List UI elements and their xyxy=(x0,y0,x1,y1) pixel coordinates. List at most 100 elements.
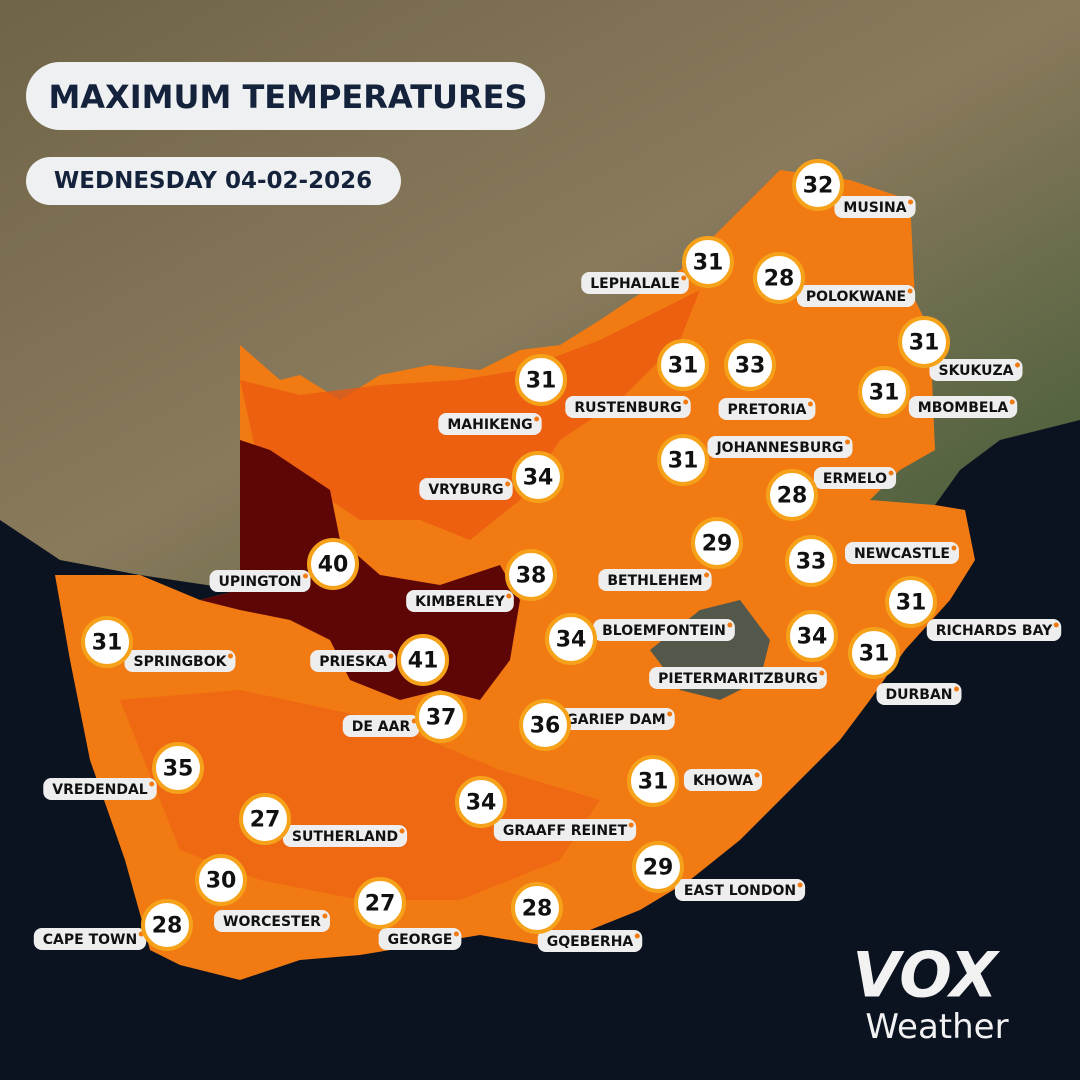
temp-value: 34 xyxy=(797,625,828,650)
city-label-pill xyxy=(43,778,157,800)
city-marker xyxy=(954,686,959,692)
temp-badge xyxy=(753,252,805,304)
temp-badge xyxy=(724,339,776,391)
temp-badge xyxy=(657,434,709,486)
city-name: GEORGE xyxy=(388,932,453,948)
city-label-pill xyxy=(209,570,311,592)
city-label-pill xyxy=(845,542,959,564)
temp-badge xyxy=(511,882,563,934)
city-name: WORCESTER xyxy=(223,914,321,930)
city-label-pill xyxy=(834,196,916,218)
city: VRYBURG 34 xyxy=(419,451,564,503)
city-label-pill xyxy=(378,928,462,950)
city-marker xyxy=(888,470,894,476)
temp-badge xyxy=(397,634,449,686)
temp-badge xyxy=(785,535,837,587)
title: MAXIMUM TEMPERATURES xyxy=(48,78,527,116)
city-marker xyxy=(453,931,459,937)
city: MUSINA 32 xyxy=(792,159,916,218)
temp-value: 37 xyxy=(426,706,457,731)
temp-badge xyxy=(885,576,937,628)
city-label-pill xyxy=(718,398,816,420)
city: ERMELO 28 xyxy=(766,467,897,521)
city-name: GARIEP DAM xyxy=(566,712,665,728)
city-name: NEWCASTLE xyxy=(854,546,950,562)
city-marker xyxy=(667,711,673,717)
hot-zone xyxy=(120,690,600,900)
city-name: SPRINGBOK xyxy=(134,654,228,670)
temp-value: 31 xyxy=(693,251,724,276)
temp-badge xyxy=(657,339,709,391)
city-label-pill xyxy=(438,413,542,435)
temp-value: 31 xyxy=(526,369,557,394)
logo-sub: Weather xyxy=(865,1007,1008,1047)
temp-value: 34 xyxy=(556,628,587,653)
temp-value: 29 xyxy=(702,532,733,557)
city-marker xyxy=(227,653,233,659)
city: BLOEMFONTEIN 34 xyxy=(545,613,735,665)
temp-badge xyxy=(682,236,734,288)
city-name: RUSTENBURG xyxy=(574,400,681,416)
city-marker xyxy=(322,913,328,919)
temp-badge xyxy=(141,899,193,951)
temp-value: 32 xyxy=(803,174,834,199)
city: KHOWA 31 xyxy=(627,755,763,807)
city: MAHIKENG 31 xyxy=(438,354,567,435)
temp-value: 31 xyxy=(869,381,900,406)
city-marker xyxy=(754,772,760,778)
city: GEORGE 27 xyxy=(354,877,462,950)
city-name: KHOWA xyxy=(693,773,753,789)
city-label-pill xyxy=(926,619,1062,641)
temp-badge xyxy=(307,538,359,590)
city-label-pill xyxy=(419,478,513,500)
temp-value: 33 xyxy=(735,354,766,379)
city-marker xyxy=(704,572,710,578)
city-name: CAPE TOWN xyxy=(43,932,137,948)
city-marker xyxy=(681,275,687,281)
temp-badge xyxy=(858,366,910,418)
city-marker xyxy=(797,882,803,888)
city-name: PRETORIA xyxy=(728,402,807,418)
temp-badge xyxy=(627,755,679,807)
city: PRIESKA 41 xyxy=(310,634,449,686)
city-name: KIMBERLEY xyxy=(415,594,505,610)
temp-badge xyxy=(786,610,838,662)
city-label-pill xyxy=(282,825,408,847)
city-marker xyxy=(1009,399,1015,405)
city-marker xyxy=(951,545,957,551)
temp-badge xyxy=(415,691,467,743)
cities: MUSINA32LEPHALALE31POLOKWANE28SKUKUZA31M… xyxy=(33,159,1062,952)
city-name: GRAAFF REINET xyxy=(503,823,628,839)
city-label-pill xyxy=(649,667,827,689)
city: SUTHERLAND 27 xyxy=(239,793,408,847)
temp-value: 36 xyxy=(530,714,561,739)
city: GQEBERHA 28 xyxy=(511,882,643,952)
city-name: LEPHALALE xyxy=(590,276,680,292)
city-marker xyxy=(505,481,511,487)
date-pill xyxy=(26,157,401,205)
city-name: ERMELO xyxy=(823,471,887,487)
city-label-pill xyxy=(593,619,735,641)
temp-value: 31 xyxy=(668,449,699,474)
city: RUSTENBURG 31 xyxy=(565,339,709,418)
city-name: VRYBURG xyxy=(428,482,503,498)
date: WEDNESDAY 04-02-2026 xyxy=(54,168,372,194)
city: UPINGTON 40 xyxy=(209,538,359,592)
temp-value: 33 xyxy=(796,550,827,575)
city: POLOKWANE 28 xyxy=(753,252,916,307)
city: GARIEP DAM 36 xyxy=(519,699,675,751)
city-name: SUTHERLAND xyxy=(292,829,398,845)
city-name: GQEBERHA xyxy=(547,934,634,950)
city-label-pill xyxy=(683,769,763,791)
city: PRETORIA 33 xyxy=(718,339,816,420)
city: CAPE TOWN 28 xyxy=(33,899,193,951)
city-name: DURBAN xyxy=(886,687,953,703)
city: GRAAFF REINET 34 xyxy=(455,776,637,841)
city-marker xyxy=(908,199,914,205)
extreme-zone xyxy=(200,440,520,700)
city: KIMBERLEY 38 xyxy=(406,549,557,612)
temp-badge xyxy=(81,616,133,668)
temp-value: 31 xyxy=(896,591,927,616)
temp-value: 31 xyxy=(859,642,890,667)
city-label-pill xyxy=(537,930,643,952)
